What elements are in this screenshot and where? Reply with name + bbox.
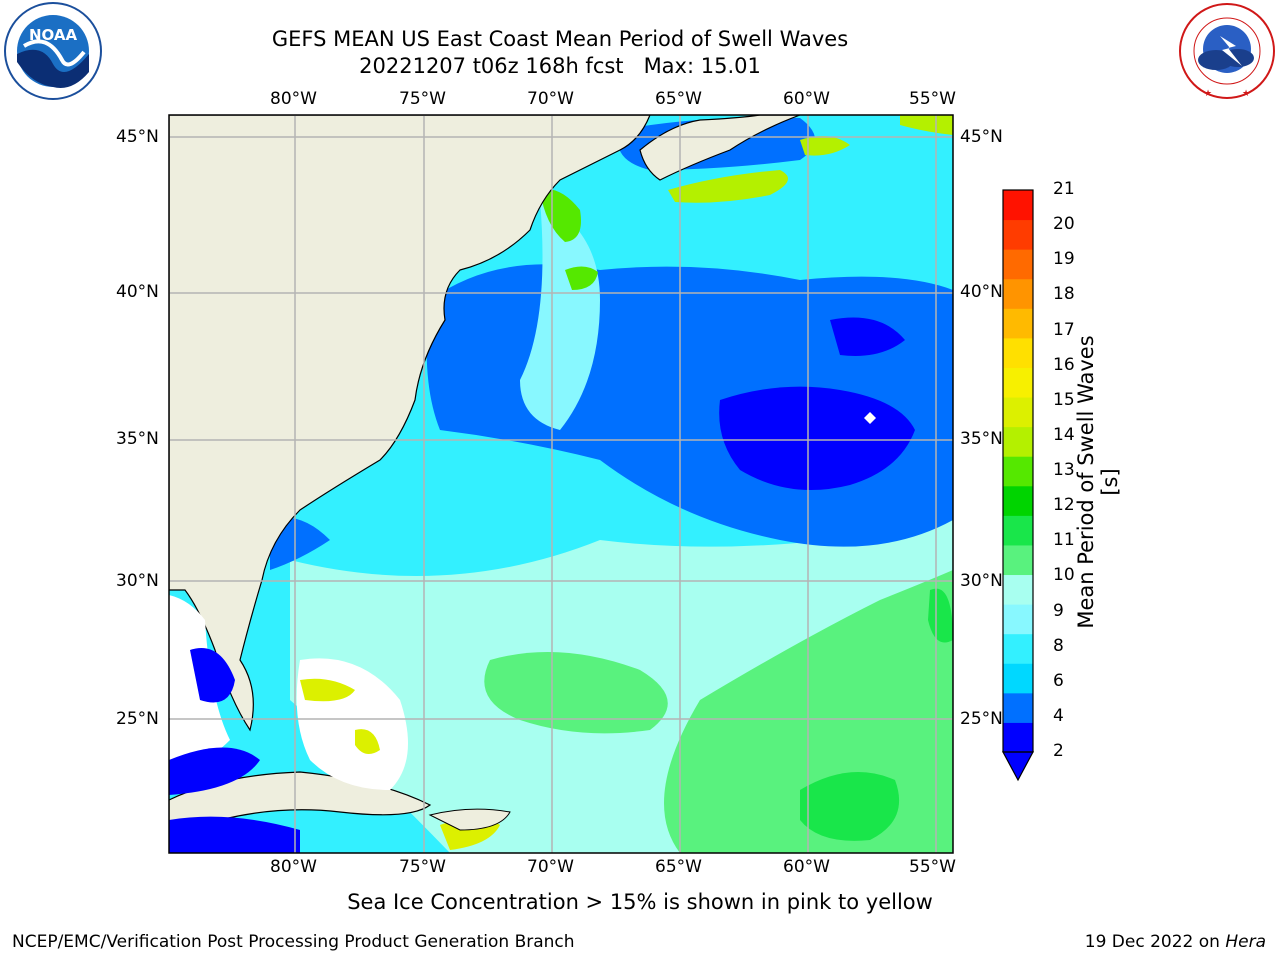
colorbar-tick-label: 4 [1053, 705, 1064, 726]
lat-tick-left: 45°N [116, 127, 159, 147]
colorbar-frame [1002, 189, 1034, 753]
swell-green-patch-2 [484, 652, 668, 734]
lon-tick-top: 75°W [399, 89, 446, 109]
colorbar-tick-label: 6 [1053, 670, 1064, 691]
colorbar-bin [1003, 604, 1033, 635]
colorbar-label: Mean Period of Swell Waves [s] [1074, 335, 1122, 629]
swell-yellow-bahamas [300, 678, 355, 702]
lat-tick-left: 25°N [116, 709, 159, 729]
lat-tick-left: 35°N [116, 429, 159, 449]
lat-tick-right: 25°N [960, 709, 1003, 729]
colorbar-bin [1003, 456, 1033, 487]
colorbar-bin [1003, 426, 1033, 457]
svg-text:★: ★ [1242, 89, 1250, 99]
swell-green-patch-ne [900, 115, 953, 135]
colorbar-bin [1003, 367, 1033, 398]
colorbar-bin [1003, 663, 1033, 694]
colorbar-bin [1003, 397, 1033, 428]
lat-tick-right: 35°N [960, 429, 1003, 449]
colorbar-tick-label: 17 [1053, 319, 1075, 340]
colorbar-tick-label: 8 [1053, 635, 1064, 656]
colorbar-bin [1003, 544, 1033, 576]
title-line-1: GEFS MEAN US East Coast Mean Period of S… [271, 27, 849, 51]
swell-darkgreen-patch-2 [928, 588, 953, 643]
colorbar-tick-label: 14 [1053, 424, 1075, 445]
noaa-logo-text: NOAA [29, 26, 78, 44]
colorbar-bin [1003, 692, 1033, 723]
swell-green-cape-cod [540, 189, 581, 242]
colorbar-bin [1003, 249, 1033, 280]
colorbar-tick-label: 13 [1053, 460, 1075, 480]
colorbar [1001, 189, 1035, 782]
swell-darkblue-gulf-2 [169, 747, 260, 795]
swell-darkgreen-patch [800, 772, 900, 841]
lon-tick-top: 55°W [909, 89, 956, 109]
swell-darkblue-gulf [190, 648, 235, 703]
lon-tick-bottom: 65°W [655, 857, 702, 877]
colorbar-tick-label: 12 [1053, 495, 1075, 516]
credit-machine: Hera [1225, 932, 1266, 952]
colorbar-tick-label: 9 [1053, 600, 1064, 621]
lat-tick-right: 40°N [960, 282, 1003, 302]
colorbar-tick-label: 21 [1053, 179, 1075, 199]
lon-tick-bottom: 70°W [527, 857, 574, 877]
lat-tick-left: 40°N [116, 282, 159, 302]
colorbar-bin [1003, 485, 1033, 516]
colorbar-tick-label: 18 [1053, 284, 1075, 305]
chart-title: GEFS MEAN US East Coast Mean Period of S… [130, 26, 990, 80]
lon-tick-top: 60°W [783, 89, 830, 109]
credit-date: 19 Dec 2022 on Hera [1085, 932, 1266, 952]
map-frame [168, 114, 954, 854]
colorbar-bin [1003, 633, 1033, 664]
colorbar-tick-label: 10 [1053, 565, 1075, 586]
colorbar-bin [1003, 308, 1033, 339]
swell-yellowgreen-bahamas-2 [355, 729, 380, 754]
lon-tick-bottom: 75°W [399, 857, 446, 877]
swell-green-patch-li [565, 266, 598, 290]
lat-tick-right: 30°N [960, 571, 1003, 591]
swell-darkblue-patch-2 [830, 317, 905, 356]
lon-tick-top: 70°W [527, 89, 574, 109]
map-grid [169, 115, 953, 853]
swell-yellowgreen-scotian [668, 170, 788, 203]
land-hispaniola [428, 808, 511, 831]
swell-green-patch-north [800, 136, 850, 156]
colorbar-tick-label: 19 [1053, 249, 1075, 270]
noaa-logo: NOAA [2, 2, 104, 100]
lon-tick-top: 65°W [655, 89, 702, 109]
lon-tick-top: 80°W [270, 89, 317, 109]
colorbar-bin [1003, 574, 1033, 605]
lat-tick-left: 30°N [116, 571, 159, 591]
colorbar-extend-arrow [1001, 751, 1035, 782]
sea-ice-note: Sea Ice Concentration > 15% is shown in … [347, 890, 933, 914]
lat-tick-right: 45°N [960, 127, 1003, 147]
credit-branch: NCEP/EMC/Verification Post Processing Pr… [12, 932, 575, 952]
colorbar-bin [1003, 722, 1033, 753]
svg-text:★: ★ [1204, 89, 1212, 99]
colorbar-tick-label: 20 [1053, 214, 1075, 235]
colorbar-bin [1003, 337, 1033, 368]
max-marker [864, 412, 876, 424]
colorbar-tick-label: 2 [1053, 741, 1064, 761]
colorbar-tick-label: 15 [1053, 389, 1075, 410]
colorbar-bin [1003, 219, 1033, 250]
colorbar-bin [1003, 278, 1033, 309]
swell-darkblue-core [719, 386, 915, 490]
credit-date-text: 19 Dec 2022 on [1084, 932, 1226, 952]
lon-tick-bottom: 55°W [909, 857, 956, 877]
lon-tick-bottom: 60°W [783, 857, 830, 877]
title-line-2: 20221207 t06z 168h fcst Max: 15.01 [359, 54, 761, 78]
lon-tick-bottom: 80°W [270, 857, 317, 877]
colorbar-tick-label: 11 [1053, 530, 1075, 551]
swell-darkblue-south [169, 816, 300, 853]
swell-coastal-fringe [270, 517, 330, 570]
nws-logo: ★ ★ [1176, 2, 1278, 100]
colorbar-bin [1003, 515, 1033, 546]
colorbar-bin [1003, 190, 1033, 221]
colorbar-tick-label: 16 [1053, 354, 1075, 375]
swell-cyan-tongue [520, 200, 600, 430]
